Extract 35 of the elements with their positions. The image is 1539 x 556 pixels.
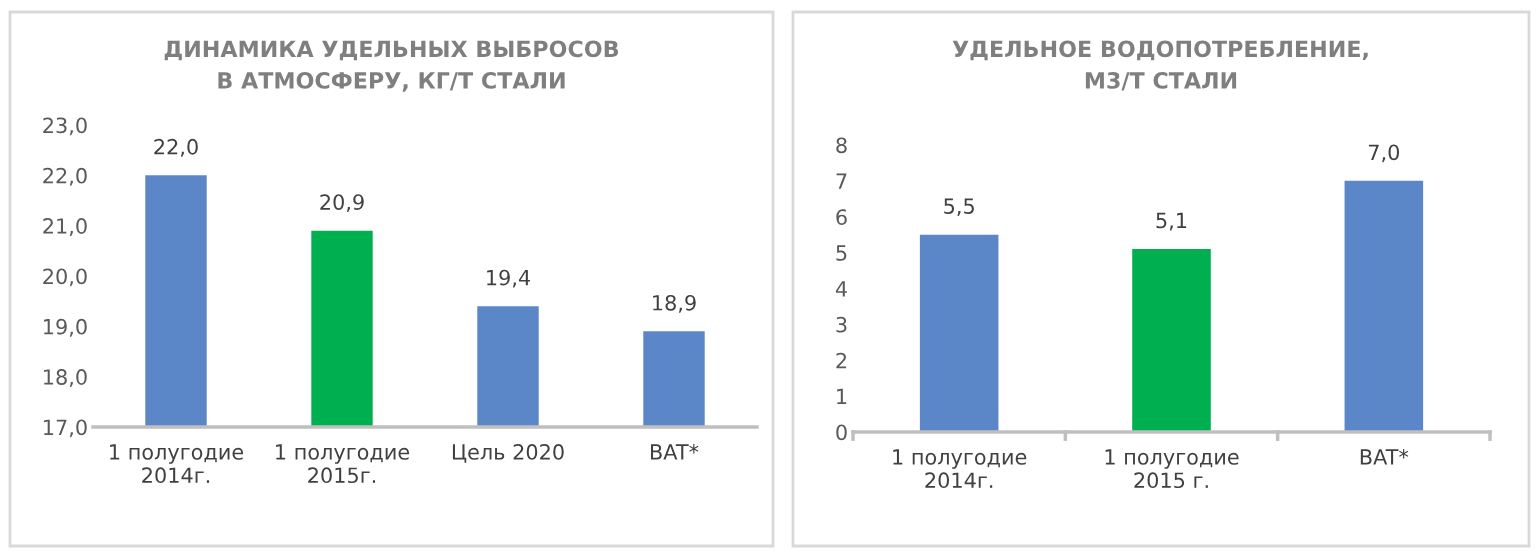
y-tick-label: 8: [836, 137, 847, 154]
y-tick-label: 1: [837, 388, 847, 405]
data-label: 18,9: [653, 294, 696, 313]
bar: [1344, 180, 1424, 432]
data-label: 20,9: [320, 194, 364, 213]
data-label: 7,0: [1368, 144, 1400, 163]
y-tick-label: 6: [836, 209, 847, 225]
bar: [919, 234, 999, 432]
data-label: 22,0: [154, 138, 198, 157]
x-tick-label: Цель 2020: [452, 444, 564, 463]
x-tick-label: 1 полугодие 2014г.: [110, 444, 244, 484]
y-tick-label: 4: [835, 281, 847, 297]
chart-title: УДЕЛЬНОЕ ВОДОПОТРЕБЛЕНИЕ, М3/Т СТАЛИ: [952, 40, 1368, 91]
y-tick-label: 23,0: [43, 117, 87, 136]
x-tick-label: BAT*: [1360, 449, 1409, 465]
chart-title: ДИНАМИКА УДЕЛЬНЫХ ВЫБРОСОВ В АТМОСФЕРУ, КГ/Т СТАЛИ: [164, 40, 619, 92]
data-label: 19,4: [487, 269, 531, 288]
x-tick-label: 1 полугодие 2014г.: [893, 449, 1027, 489]
x-tick-label: BAT*: [651, 444, 699, 460]
bar: [1132, 249, 1211, 432]
y-tick-label: 0: [836, 424, 847, 441]
y-tick-label: 21,0: [43, 218, 87, 236]
y-tick-label: 22,0: [43, 167, 87, 186]
y-tick-label: 3: [836, 316, 847, 333]
y-tick-label: 20,0: [43, 268, 87, 287]
y-tick-label: 2: [836, 352, 847, 369]
y-tick-label: 5: [836, 245, 847, 261]
y-tick-label: 7: [836, 173, 847, 189]
y-tick-label: 17,0: [44, 419, 87, 438]
data-label: 5,1: [1156, 212, 1187, 231]
y-tick-label: 19,0: [44, 318, 87, 337]
y-tick-label: 18,0: [44, 369, 87, 387]
x-tick-label: 1 полугодие 2015г.: [276, 444, 410, 484]
x-tick-label: 1 полугодие 2015 г.: [1105, 449, 1239, 489]
data-label: 5,5: [944, 198, 974, 217]
